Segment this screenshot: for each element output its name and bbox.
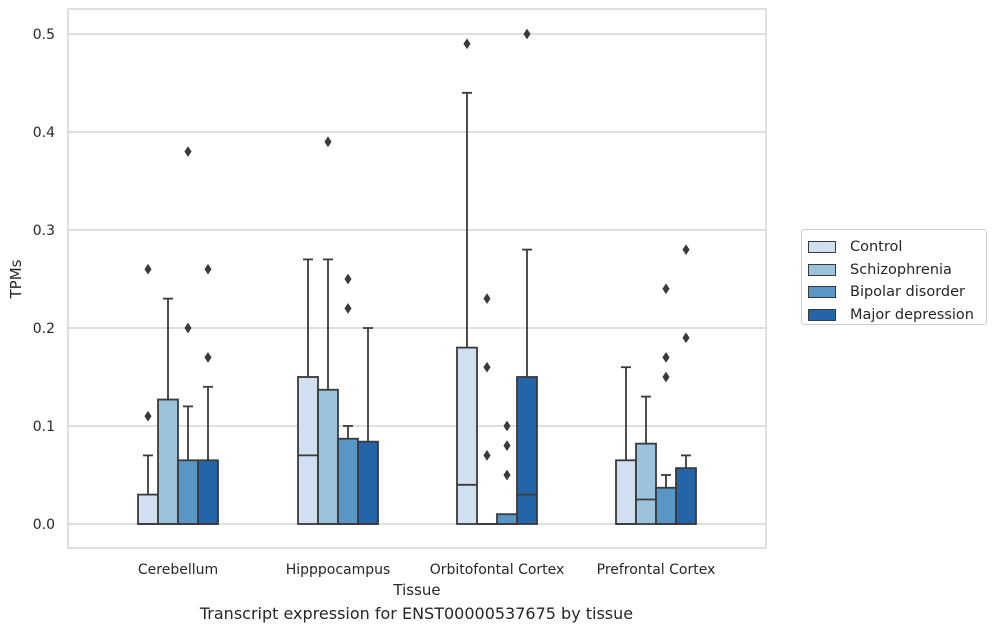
y-tick-label: 0.0: [33, 517, 55, 533]
box-schizophrenia: [635, 395, 657, 525]
chart-caption: Transcript expression for ENST0000053767…: [199, 604, 634, 623]
y-tick-label: 0.3: [33, 223, 55, 239]
box-body: [137, 493, 159, 525]
box-body: [317, 388, 339, 525]
box-body: [456, 346, 478, 525]
outlier-point: [662, 283, 670, 295]
outlier-point: [483, 449, 491, 461]
legend-label-major-depression: Major depression: [850, 306, 974, 323]
box-control: [615, 366, 637, 525]
legend-item-schizophrenia: Schizophrenia: [808, 259, 986, 282]
box-major-depression: [516, 28, 538, 525]
legend-label-bipolar-disorder: Bipolar disorder: [850, 284, 965, 301]
outlier-point: [184, 146, 192, 158]
box-body: [357, 440, 379, 525]
box-control: [137, 263, 159, 525]
legend-swatch-control: [808, 241, 836, 254]
x-tick-label: Hipppocampus: [286, 562, 391, 578]
legend-swatch-schizophrenia: [808, 263, 836, 276]
outlier-point: [523, 28, 531, 40]
box-control: [456, 38, 478, 525]
box-body: [297, 376, 319, 525]
x-tick-label: Orbitofontal Cortex: [430, 562, 565, 578]
outlier-point: [503, 440, 511, 452]
box-control: [297, 258, 319, 525]
box-major-depression: [197, 263, 219, 525]
box-body: [496, 513, 518, 525]
box-body: [177, 459, 199, 525]
legend-label-control: Control: [850, 239, 903, 256]
box-body: [157, 398, 179, 525]
legend-swatch-major-depression: [808, 308, 836, 321]
box-body: [337, 437, 359, 525]
box-schizophrenia: [157, 297, 179, 525]
legend-item-control: Control: [808, 236, 986, 259]
box-major-depression: [675, 244, 697, 525]
legend-item-major-depression: Major depression: [808, 304, 986, 327]
legend: Control Schizophrenia Bipolar disorder M…: [801, 229, 987, 325]
outlier-point: [483, 293, 491, 305]
outlier-point: [662, 351, 670, 363]
x-axis-label: Tissue: [392, 581, 440, 599]
box-body: [615, 459, 637, 525]
tick-labels: 0.0 0.1 0.2 0.3 0.4 0.5 Cerebellum Hipppocampus…: [33, 27, 716, 578]
outlier-point: [144, 263, 152, 275]
legend-item-bipolar-disorder: Bipolar disorder: [808, 281, 986, 304]
outlier-point: [344, 302, 352, 314]
legend-label-schizophrenia: Schizophrenia: [850, 261, 952, 278]
outlier-point: [662, 371, 670, 383]
box-bipolar-disorder: [655, 283, 677, 525]
box-bipolar-disorder: [496, 420, 518, 525]
y-axis-label: TPMs: [7, 259, 25, 299]
box-plot-series: [137, 28, 697, 525]
box-bipolar-disorder: [177, 146, 199, 525]
outlier-point: [144, 410, 152, 422]
box-bipolar-disorder: [337, 273, 359, 525]
outlier-point: [503, 420, 511, 432]
x-tick-label: Cerebellum: [138, 562, 218, 578]
y-tick-label: 0.1: [33, 419, 55, 435]
box-body: [655, 486, 677, 525]
outlier-point: [682, 332, 690, 344]
outlier-point: [463, 38, 471, 50]
box-body: [516, 376, 538, 525]
box-major-depression: [357, 327, 379, 525]
outlier-point: [324, 136, 332, 148]
outlier-point: [503, 469, 511, 481]
box-body: [635, 442, 657, 525]
outlier-point: [344, 273, 352, 285]
y-tick-label: 0.5: [33, 27, 55, 43]
box-body: [675, 467, 697, 525]
box-body: [197, 459, 219, 525]
outlier-point: [682, 244, 690, 256]
box-schizophrenia: [317, 136, 339, 525]
outlier-point: [483, 361, 491, 373]
x-tick-label: Prefrontal Cortex: [597, 562, 716, 578]
y-tick-label: 0.4: [33, 125, 55, 141]
plot-frame: [67, 8, 767, 549]
legend-swatch-bipolar-disorder: [808, 286, 836, 299]
outlier-point: [204, 351, 212, 363]
outlier-point: [184, 322, 192, 334]
outlier-point: [204, 263, 212, 275]
y-tick-label: 0.2: [33, 321, 55, 337]
